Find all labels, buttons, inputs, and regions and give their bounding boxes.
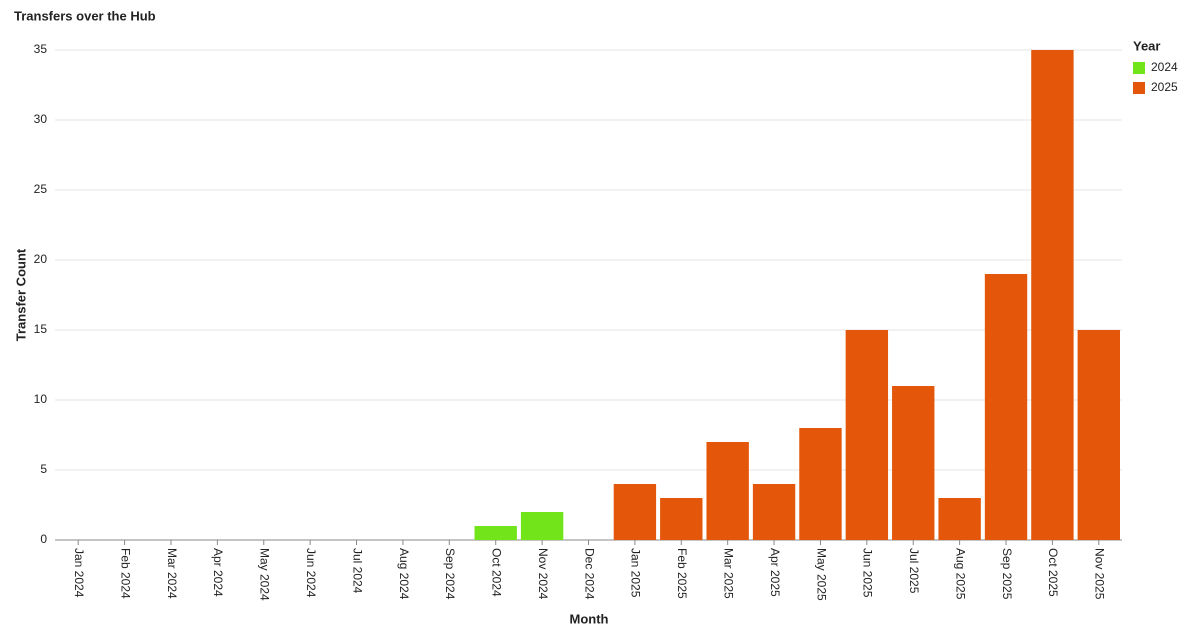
y-axis-title: Transfer Count — [13, 248, 28, 341]
chart-title: Transfers over the Hub — [14, 8, 156, 23]
bar — [892, 386, 935, 540]
bar — [752, 484, 796, 540]
y-tick-label: 25 — [34, 182, 48, 196]
x-tick-label: Feb 2025 — [675, 548, 689, 599]
bar — [984, 274, 1028, 540]
bar — [1077, 330, 1120, 540]
x-tick-label: Nov 2024 — [536, 548, 550, 600]
x-tick-label: Feb 2024 — [118, 548, 132, 599]
x-tick-label: Aug 2025 — [953, 548, 967, 600]
bar — [799, 428, 842, 540]
legend-swatch — [1133, 62, 1145, 74]
bar — [845, 330, 889, 540]
y-tick-label: 30 — [34, 112, 48, 126]
bar — [660, 498, 703, 540]
x-tick-label: Nov 2025 — [1093, 548, 1107, 600]
bar — [520, 512, 564, 540]
x-axis-title: Month — [570, 611, 609, 626]
y-tick-label: 35 — [34, 42, 48, 56]
bar — [613, 484, 657, 540]
legend-label: 2025 — [1151, 80, 1178, 94]
x-tick-label: Aug 2024 — [397, 548, 411, 600]
y-tick-label: 10 — [34, 392, 48, 406]
legend-label: 2024 — [1151, 60, 1178, 74]
x-tick-label: Mar 2025 — [722, 548, 736, 599]
x-tick-label: Sep 2024 — [443, 548, 457, 600]
legend-swatch — [1133, 82, 1145, 94]
x-tick-label: Dec 2024 — [582, 548, 596, 600]
x-tick-label: May 2025 — [814, 548, 828, 601]
x-tick-label: Jun 2024 — [304, 548, 318, 598]
y-tick-label: 0 — [40, 532, 47, 546]
bar — [706, 442, 749, 540]
y-tick-label: 20 — [34, 252, 48, 266]
y-tick-label: 5 — [40, 462, 47, 476]
x-tick-label: Oct 2025 — [1046, 548, 1060, 597]
legend-title: Year — [1133, 38, 1160, 53]
x-tick-label: Apr 2025 — [768, 548, 782, 597]
x-tick-label: Sep 2025 — [1000, 548, 1014, 600]
x-tick-label: May 2024 — [258, 548, 272, 601]
bar — [474, 526, 517, 540]
x-tick-label: Jan 2024 — [72, 548, 86, 598]
bar — [938, 498, 981, 540]
x-tick-label: Jan 2025 — [629, 548, 643, 598]
x-tick-label: Mar 2024 — [165, 548, 179, 599]
bar — [1031, 50, 1074, 540]
x-tick-label: Jul 2024 — [350, 548, 364, 594]
x-tick-label: Apr 2024 — [211, 548, 225, 597]
x-tick-label: Jun 2025 — [861, 548, 875, 598]
x-tick-label: Jul 2025 — [907, 548, 921, 594]
y-tick-label: 15 — [34, 322, 48, 336]
x-tick-label: Oct 2024 — [490, 548, 504, 597]
